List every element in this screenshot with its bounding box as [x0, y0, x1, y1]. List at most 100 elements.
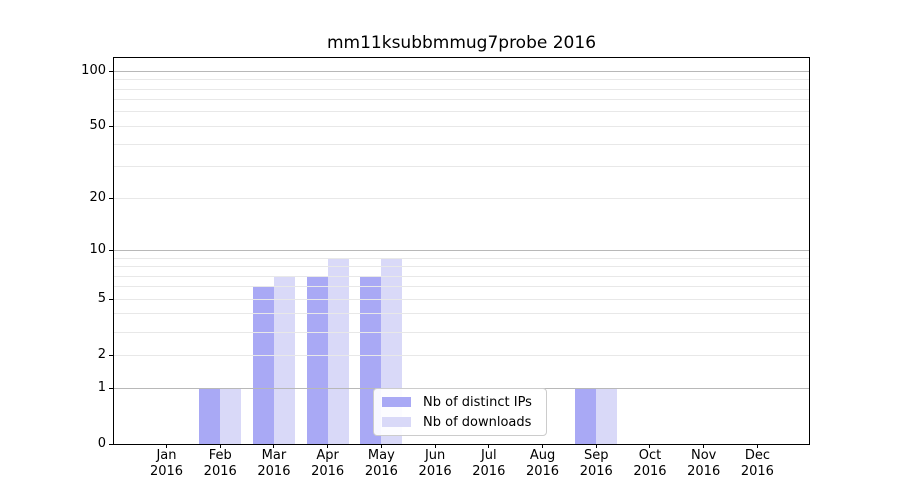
x-tick-oct: [649, 444, 651, 448]
y-tick-label-100: 100: [81, 63, 106, 79]
x-tick-month-nov: Nov: [691, 448, 717, 463]
gridline-minor-y-80: [114, 88, 809, 90]
y-tick-50: [109, 125, 113, 127]
x-tick-year-oct: 2016: [633, 464, 667, 479]
x-tick-label-feb: Feb 2016: [193, 448, 247, 480]
y-tick-label-5: 5: [97, 291, 106, 307]
gridline-minor-y-40: [114, 143, 809, 145]
plot-area: 0 1 2 5 10 20 50 100 Jan 2016 Feb 2016 Mar 2016 Apr 201…: [81, 57, 810, 479]
x-tick-month-oct: Oct: [638, 448, 662, 463]
gridline-major-y-10: [114, 249, 809, 251]
y-tick-label-2: 2: [97, 347, 106, 363]
x-tick-label-jan: Jan 2016: [140, 448, 194, 480]
bar-downloads-sep: [596, 388, 618, 444]
bar-downloads-mar: [273, 276, 295, 444]
bar-downloads-feb: [220, 388, 242, 444]
legend-item-distinct-ips: Nb of distinct IPs: [382, 395, 538, 410]
legend-label-distinct-ips: Nb of distinct IPs: [423, 394, 532, 410]
gridline-minor-y-70: [114, 99, 809, 101]
legend-swatch-distinct-ips: [382, 397, 411, 407]
gridline-minor-y-2: [114, 354, 809, 356]
gridline-minor-y-9: [114, 257, 809, 259]
x-tick-mar: [273, 444, 275, 448]
x-tick-month-feb: Feb: [208, 448, 232, 463]
x-tick-feb: [219, 444, 221, 448]
y-tick-100: [109, 70, 113, 72]
x-tick-month-sep: Sep: [583, 448, 609, 463]
x-tick-year-sep: 2016: [579, 464, 613, 479]
x-tick-year-jul: 2016: [472, 464, 506, 479]
gridline-major-y-100: [114, 70, 809, 72]
x-tick-month-apr: Apr: [316, 448, 339, 463]
x-tick-label-apr: Apr 2016: [301, 448, 355, 480]
bar-distinct-ips-sep: [575, 388, 597, 444]
y-tick-label-0: 0: [97, 436, 106, 451]
bar-distinct-ips-feb: [199, 388, 221, 444]
gridline-minor-y-6: [114, 286, 809, 288]
x-tick-month-jun: Jun: [424, 448, 446, 463]
bar-distinct-ips-apr: [306, 276, 328, 444]
x-tick-label-mar: Mar 2016: [247, 448, 301, 480]
gridline-minor-y-8: [114, 266, 809, 267]
y-tick-5: [109, 298, 113, 300]
x-tick-label-aug: Aug 2016: [516, 448, 570, 480]
x-tick-year-nov: 2016: [687, 464, 721, 479]
x-tick-label-nov: Nov 2016: [677, 448, 731, 480]
gridline-minor-y-30: [114, 166, 809, 168]
x-tick-year-dec: 2016: [740, 464, 774, 479]
gridline-minor-y-50: [114, 125, 809, 127]
x-tick-label-jul: Jul 2016: [462, 448, 516, 480]
x-tick-month-may: May: [367, 448, 395, 463]
x-tick-month-aug: Aug: [529, 448, 556, 463]
y-tick-1: [109, 387, 113, 389]
x-tick-label-dec: Dec 2016: [730, 448, 784, 480]
x-tick-may: [380, 444, 382, 448]
x-tick-year-mar: 2016: [257, 464, 291, 479]
x-tick-month-jan: Jan: [156, 448, 177, 463]
y-tick-label-50: 50: [89, 118, 106, 134]
x-tick-year-aug: 2016: [525, 464, 560, 479]
y-tick-label-20: 20: [89, 190, 106, 206]
x-tick-nov: [703, 444, 705, 448]
chart-title: mm11ksubbmmug7probe 2016: [326, 33, 597, 53]
y-tick-label-10: 10: [89, 242, 106, 258]
x-tick-year-may: 2016: [364, 464, 398, 479]
x-tick-apr: [327, 444, 329, 448]
x-tick-month-mar: Mar: [261, 448, 287, 463]
x-tick-label-sep: Sep 2016: [569, 448, 623, 480]
x-tick-month-dec: Dec: [744, 448, 770, 463]
x-tick-label-may: May 2016: [354, 448, 408, 480]
gridline-minor-y-20: [114, 197, 809, 199]
y-tick-0: [109, 443, 113, 445]
x-tick-year-feb: 2016: [203, 464, 237, 479]
legend-label-downloads: Nb of downloads: [423, 414, 532, 430]
x-tick-jan: [166, 444, 167, 448]
x-tick-sep: [595, 444, 597, 448]
bar-distinct-ips-mar: [252, 286, 274, 444]
y-tick-2: [109, 354, 113, 356]
bar-downloads-apr: [327, 258, 349, 444]
legend-item-downloads: Nb of downloads: [382, 415, 538, 430]
x-tick-dec: [756, 444, 758, 448]
y-tick-20: [109, 197, 113, 199]
x-tick-month-jul: Jul: [480, 448, 497, 463]
gridline-minor-y-5: [114, 298, 809, 300]
gridline-minor-y-90: [114, 79, 809, 81]
y-tick-10: [109, 249, 113, 251]
x-tick-year-apr: 2016: [311, 464, 345, 479]
x-tick-label-oct: Oct 2016: [623, 448, 677, 480]
y-tick-label-1: 1: [97, 380, 106, 395]
legend-swatch-downloads: [382, 417, 411, 427]
legend: Nb of distinct IPs Nb of downloads: [373, 388, 547, 436]
x-tick-year-jun: 2016: [418, 464, 452, 479]
x-tick-jul: [488, 444, 490, 448]
x-tick-label-jun: Jun 2016: [408, 448, 462, 480]
gridline-minor-y-3: [114, 331, 809, 333]
gridline-minor-y-4: [114, 313, 809, 315]
gridline-minor-y-7: [114, 275, 809, 277]
x-tick-jun: [434, 444, 436, 448]
x-tick-aug: [542, 444, 544, 448]
x-tick-year-jan: 2016: [149, 464, 184, 479]
gridline-minor-y-60: [114, 111, 809, 113]
